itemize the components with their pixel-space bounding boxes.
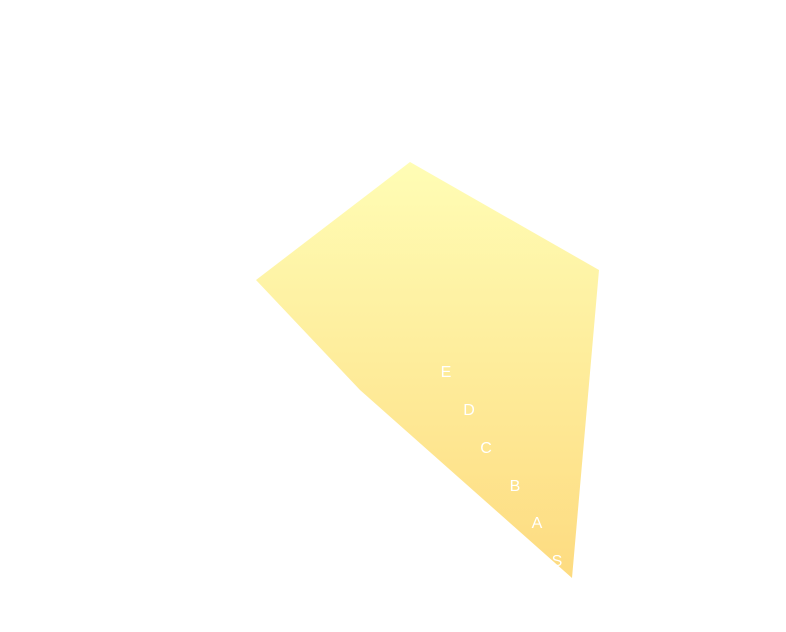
radial-tick-labels: S A B C D E <box>441 364 563 570</box>
tick-label-a: A <box>532 515 543 532</box>
tick-label-b: B <box>510 478 521 495</box>
tick-label-d: D <box>463 402 475 419</box>
tick-label-c: C <box>480 440 492 457</box>
tick-label-e: E <box>441 364 452 381</box>
tick-label-s: S <box>552 553 563 570</box>
radar-area <box>256 162 599 578</box>
